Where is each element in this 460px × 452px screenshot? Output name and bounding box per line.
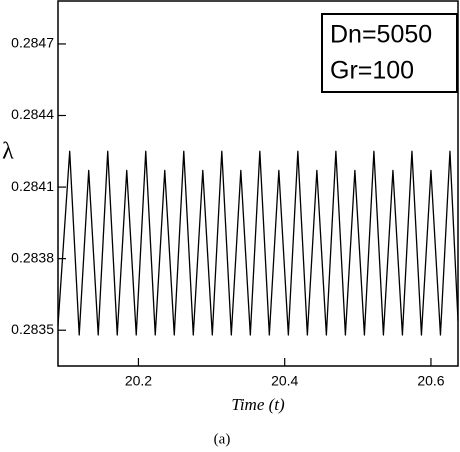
x-tick-label: 20.2 — [125, 373, 152, 389]
y-tick-label: 0.2844 — [11, 106, 54, 122]
y-tick-label: 0.2847 — [11, 35, 54, 51]
caption: (a) — [214, 431, 231, 447]
y-tick-label: 0.2835 — [11, 321, 54, 337]
x-tick-label: 20.4 — [271, 373, 298, 389]
y-tick-label: 0.2838 — [11, 249, 54, 265]
x-axis-label: Time (t) — [231, 395, 285, 414]
annotation: Gr=100 — [330, 57, 414, 85]
plot-frame — [57, 0, 459, 367]
y-axis-label: λ — [2, 139, 14, 165]
annotation-box — [321, 13, 458, 93]
annotation: Dn=5050 — [330, 21, 432, 49]
y-tick-label: 0.2841 — [11, 178, 54, 194]
x-tick-label: 20.6 — [417, 373, 444, 389]
data-line — [57, 150, 459, 336]
